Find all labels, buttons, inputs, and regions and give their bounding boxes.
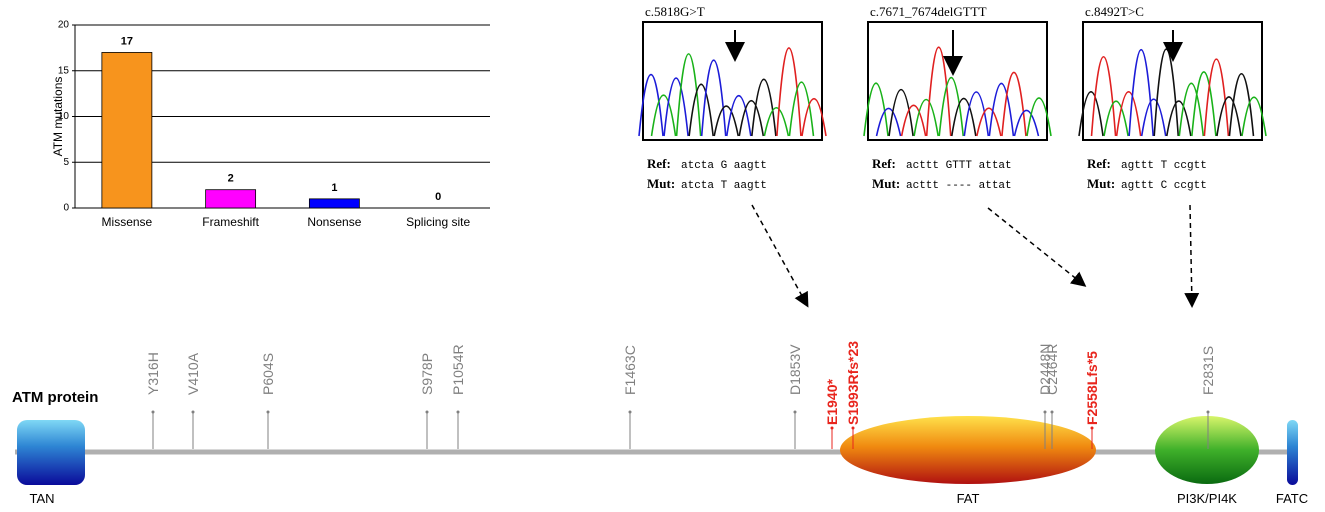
- x-tick-label: Missense: [102, 215, 153, 229]
- domain-pi3k: [1155, 416, 1259, 484]
- chromatogram-frame: [868, 22, 1047, 140]
- bar: [206, 190, 256, 208]
- domain-fatc: [1287, 420, 1298, 485]
- mutation-label: c.8492T>C: [1085, 4, 1144, 19]
- mutation-label: S978P: [419, 353, 435, 395]
- mutation-label: P1054R: [450, 344, 466, 395]
- mut-sequence: atcta T aagtt: [681, 180, 767, 192]
- y-axis-label: ATM mutations: [51, 77, 65, 157]
- ref-label: Ref:: [872, 156, 896, 171]
- mutation-dot: [1207, 411, 1210, 414]
- y-tick-label: 0: [63, 203, 69, 214]
- mutation-label: c.7671_7674delGTTT: [870, 4, 987, 19]
- mutation-label: F1463C: [622, 345, 638, 395]
- figure: ATM protein TAN FAT PI3K/PI4K FATC 05101…: [0, 0, 1325, 512]
- x-tick-label: Nonsense: [307, 215, 361, 229]
- y-tick-label: 5: [63, 157, 69, 168]
- domain-tan: [17, 420, 85, 485]
- chromatogram-frame: [643, 22, 822, 140]
- mutation-label: c.5818G>T: [645, 4, 705, 19]
- mutation-label: S1993Rfs*23: [845, 341, 861, 425]
- mut-sequence: acttt ---- attat: [906, 180, 1012, 192]
- mut-label: Mut:: [647, 176, 675, 191]
- mutation-dot: [852, 427, 855, 430]
- mutation-label: P604S: [260, 353, 276, 395]
- mutation-dot: [192, 411, 195, 414]
- mutation-label: V410A: [185, 352, 201, 395]
- domain-label: TAN: [29, 491, 54, 506]
- x-tick-label: Frameshift: [202, 215, 259, 229]
- arrow: [752, 205, 807, 305]
- domain-label: FATC: [1276, 491, 1308, 506]
- mutation-label: D1853V: [787, 344, 803, 395]
- mutation-dot: [1051, 411, 1054, 414]
- ref-sequence: atcta G aagtt: [681, 160, 767, 172]
- value-label: 2: [228, 173, 234, 185]
- mutation-label: E1940*: [824, 379, 840, 425]
- arrow: [988, 208, 1084, 285]
- y-tick-label: 15: [58, 65, 70, 76]
- value-label: 0: [435, 191, 441, 203]
- bar: [102, 52, 152, 208]
- mutation-dot: [1091, 427, 1094, 430]
- mutation-label: Y316H: [145, 352, 161, 395]
- domain-fat: [840, 416, 1096, 484]
- domain-label: PI3K/PI4K: [1177, 491, 1237, 506]
- arrow: [1190, 205, 1192, 305]
- mutation-dot: [1044, 411, 1047, 414]
- value-label: 17: [121, 35, 133, 47]
- mutation-dot: [794, 411, 797, 414]
- ref-sequence: agttt T ccgtt: [1121, 160, 1207, 172]
- mut-label: Mut:: [1087, 176, 1115, 191]
- mutation-dot: [267, 411, 270, 414]
- x-tick-label: Splicing site: [406, 215, 470, 229]
- mutation-label: F2558Lfs*5: [1084, 351, 1100, 425]
- mut-sequence: agttt C ccgtt: [1121, 180, 1207, 192]
- mutation-label: F2831S: [1200, 346, 1216, 395]
- mutation-dot: [457, 411, 460, 414]
- bar: [309, 199, 359, 208]
- mut-label: Mut:: [872, 176, 900, 191]
- ref-sequence: acttt GTTT attat: [906, 160, 1012, 172]
- value-label: 1: [331, 182, 337, 194]
- mutation-dot: [426, 411, 429, 414]
- mutation-dot: [629, 411, 632, 414]
- y-tick-label: 20: [58, 20, 70, 31]
- protein-title: ATM protein: [12, 389, 98, 406]
- domain-label: FAT: [957, 491, 980, 506]
- mutation-label: C2464R: [1044, 344, 1060, 395]
- ref-label: Ref:: [1087, 156, 1111, 171]
- ref-label: Ref:: [647, 156, 671, 171]
- mutation-dot: [152, 411, 155, 414]
- mutation-dot: [831, 427, 834, 430]
